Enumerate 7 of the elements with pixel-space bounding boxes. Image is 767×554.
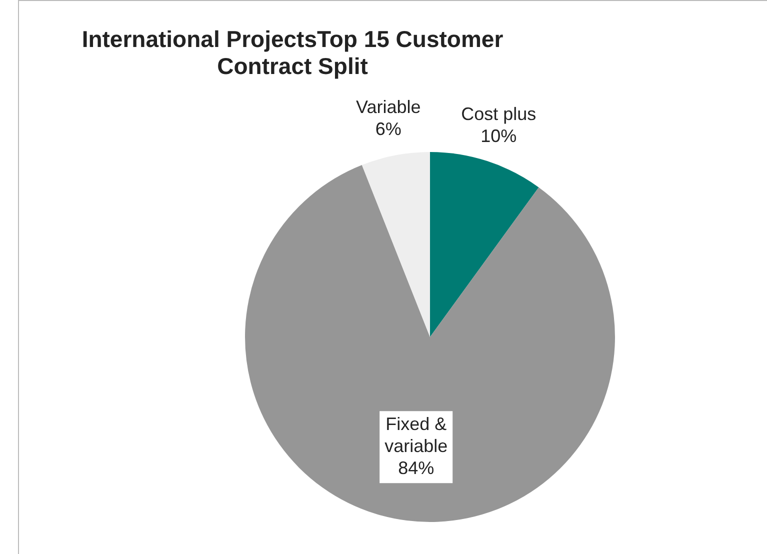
slice-label: Cost plus — [461, 104, 536, 124]
slice-label: Variable — [356, 96, 421, 117]
chart-title: International ProjectsTop 15 Customer Contract Split — [80, 26, 504, 80]
slice-label: Fixed & variable — [384, 414, 448, 456]
data-label: 84% — [398, 458, 434, 478]
data-label: 10% — [480, 126, 517, 146]
data-label: 6% — [375, 118, 402, 139]
